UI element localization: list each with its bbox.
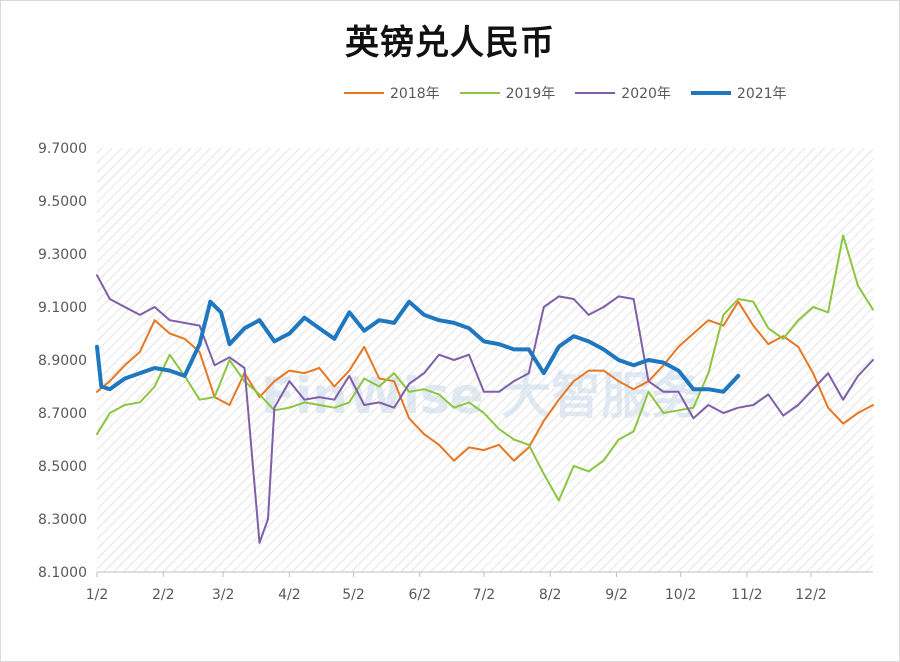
legend-item-2019: 2019年 — [459, 83, 556, 103]
y-tick-label: 9.7000 — [38, 141, 87, 157]
y-tick-label: 8.1000 — [38, 565, 87, 581]
x-tick-label: 12/2 — [795, 587, 826, 603]
series-line-2019 — [96, 234, 874, 502]
x-tick-label: 6/2 — [409, 587, 432, 603]
x-tick-label: 11/2 — [731, 587, 762, 603]
y-tick-label: 8.3000 — [38, 512, 87, 528]
watermark: FinWise 大智服务 — [261, 367, 701, 425]
y-axis: 9.7000 9.5000 9.3000 9.1000 8.9000 8.7000 8.50… — [38, 141, 87, 581]
x-tick-label: 4/2 — [278, 587, 301, 603]
y-tick-label: 8.5000 — [38, 459, 87, 475]
y-tick-label: 9.5000 — [38, 194, 87, 210]
legend-item-2021: 2021年 — [690, 83, 787, 103]
x-tick-label: 5/2 — [342, 587, 365, 603]
x-tick-label: 8/2 — [539, 587, 562, 603]
x-tick-label: 1/2 — [86, 587, 109, 603]
series-lines — [95, 234, 874, 544]
legend: 2018年 2019年 2020年 2021年 — [344, 83, 787, 103]
y-tick-label: 9.3000 — [38, 247, 87, 263]
legend-item-2020: 2020年 — [575, 83, 671, 103]
legend-label-2021: 2021年 — [736, 86, 787, 102]
x-axis: 1/2 2/2 3/2 4/2 5/2 6/2 7/2 8/2 9/2 10/2 11/2 12/2 — [86, 571, 873, 603]
legend-item-2018: 2018年 — [344, 83, 440, 103]
y-tick-label: 8.9000 — [38, 353, 87, 369]
x-tick-label: 10/2 — [665, 587, 696, 603]
x-tick-label: 9/2 — [605, 587, 628, 603]
legend-swatch-2021 — [690, 91, 731, 95]
y-tick-label: 9.1000 — [38, 300, 87, 316]
legend-swatch-2018 — [344, 92, 384, 94]
legend-label-2019: 2019年 — [505, 86, 556, 102]
legend-swatch-2019 — [459, 92, 500, 94]
legend-label-2020: 2020年 — [621, 86, 671, 102]
legend-label-2018: 2018年 — [390, 86, 440, 102]
x-tick-label: 3/2 — [212, 587, 235, 603]
series-line-2021 — [95, 299, 741, 394]
x-tick-label: 2/2 — [152, 587, 175, 603]
y-tick-label: 8.7000 — [38, 406, 87, 422]
legend-swatch-2020 — [575, 92, 616, 94]
x-tick-label: 7/2 — [473, 587, 496, 603]
series-line-2018 — [96, 300, 874, 462]
chart-title: 英镑兑人民币 — [345, 23, 555, 63]
series-line-2020 — [96, 274, 874, 544]
